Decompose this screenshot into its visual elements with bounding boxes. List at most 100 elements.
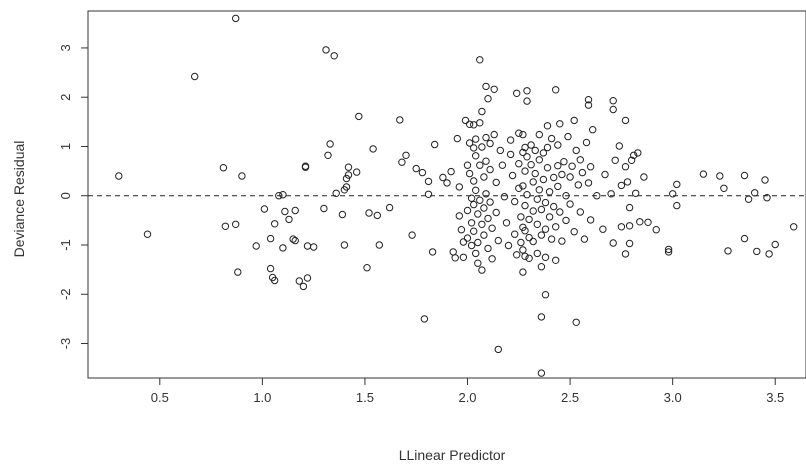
data-point — [220, 165, 226, 171]
data-point — [267, 265, 273, 271]
data-point — [282, 208, 288, 214]
data-point — [641, 174, 647, 180]
data-point — [514, 90, 520, 96]
data-point — [567, 174, 573, 180]
data-point — [339, 211, 345, 217]
data-point — [538, 314, 544, 320]
data-point — [618, 182, 624, 188]
data-point — [512, 231, 518, 237]
data-point — [473, 250, 479, 256]
data-point — [622, 164, 628, 170]
data-point — [571, 229, 577, 235]
data-point — [376, 242, 382, 248]
data-point — [538, 264, 544, 270]
data-point — [419, 169, 425, 175]
data-point — [483, 158, 489, 164]
data-point — [754, 248, 760, 254]
data-point — [645, 219, 651, 225]
data-point — [403, 152, 409, 158]
data-point — [524, 192, 530, 198]
data-point — [286, 216, 292, 222]
data-point — [233, 221, 239, 227]
data-point — [610, 240, 616, 246]
data-point — [304, 275, 310, 281]
data-point — [577, 157, 583, 163]
data-point — [626, 204, 632, 210]
data-point — [538, 206, 544, 212]
data-point — [555, 183, 561, 189]
data-point — [473, 153, 479, 159]
data-point — [495, 237, 501, 243]
data-point — [501, 194, 507, 200]
data-point — [544, 123, 550, 129]
data-point — [534, 221, 540, 227]
data-point — [762, 177, 768, 183]
data-point — [477, 197, 483, 203]
data-point — [530, 238, 536, 244]
data-point — [479, 221, 485, 227]
data-point — [493, 209, 499, 215]
data-point — [509, 172, 515, 178]
data-point — [304, 243, 310, 249]
data-point — [520, 269, 526, 275]
data-point — [267, 235, 273, 241]
data-point — [468, 195, 474, 201]
data-point — [610, 106, 616, 112]
data-point — [544, 144, 550, 150]
x-axis-label: LLinear Predictor — [399, 447, 506, 463]
y-tick-label: 3 — [58, 44, 73, 51]
data-point — [503, 220, 509, 226]
data-point — [444, 180, 450, 186]
data-point — [493, 179, 499, 185]
data-point — [524, 98, 530, 104]
data-point — [557, 121, 563, 127]
data-point — [534, 196, 540, 202]
data-point — [413, 165, 419, 171]
data-point — [386, 204, 392, 210]
data-point — [475, 239, 481, 245]
data-point — [512, 198, 518, 204]
data-point — [497, 147, 503, 153]
data-point — [468, 220, 474, 226]
data-point — [272, 221, 278, 227]
data-point — [700, 171, 706, 177]
data-point — [487, 199, 493, 205]
data-point — [542, 199, 548, 205]
data-point — [579, 169, 585, 175]
data-point — [477, 120, 483, 126]
data-point — [563, 217, 569, 223]
data-point — [557, 209, 563, 215]
data-point — [464, 162, 470, 168]
data-point — [374, 212, 380, 218]
data-point — [626, 223, 632, 229]
data-point — [331, 53, 337, 59]
data-point — [514, 252, 520, 258]
data-point — [489, 256, 495, 262]
data-point — [522, 168, 528, 174]
data-point — [471, 122, 477, 128]
data-point — [481, 174, 487, 180]
data-point — [532, 170, 538, 176]
data-point — [553, 257, 559, 263]
data-point — [674, 181, 680, 187]
data-point — [432, 141, 438, 147]
data-point — [536, 187, 542, 193]
data-point — [466, 170, 472, 176]
data-point — [581, 236, 587, 242]
data-point — [144, 231, 150, 237]
data-point — [489, 225, 495, 231]
data-point — [551, 203, 557, 209]
data-point — [530, 208, 536, 214]
data-point — [518, 214, 524, 220]
data-point — [637, 219, 643, 225]
data-point — [364, 265, 370, 271]
y-tick-label: -3 — [58, 338, 73, 350]
data-point — [253, 243, 259, 249]
data-point — [468, 242, 474, 248]
data-point — [553, 224, 559, 230]
data-point — [569, 163, 575, 169]
data-point — [454, 135, 460, 141]
data-point — [491, 86, 497, 92]
data-point — [495, 346, 501, 352]
data-point — [235, 269, 241, 275]
